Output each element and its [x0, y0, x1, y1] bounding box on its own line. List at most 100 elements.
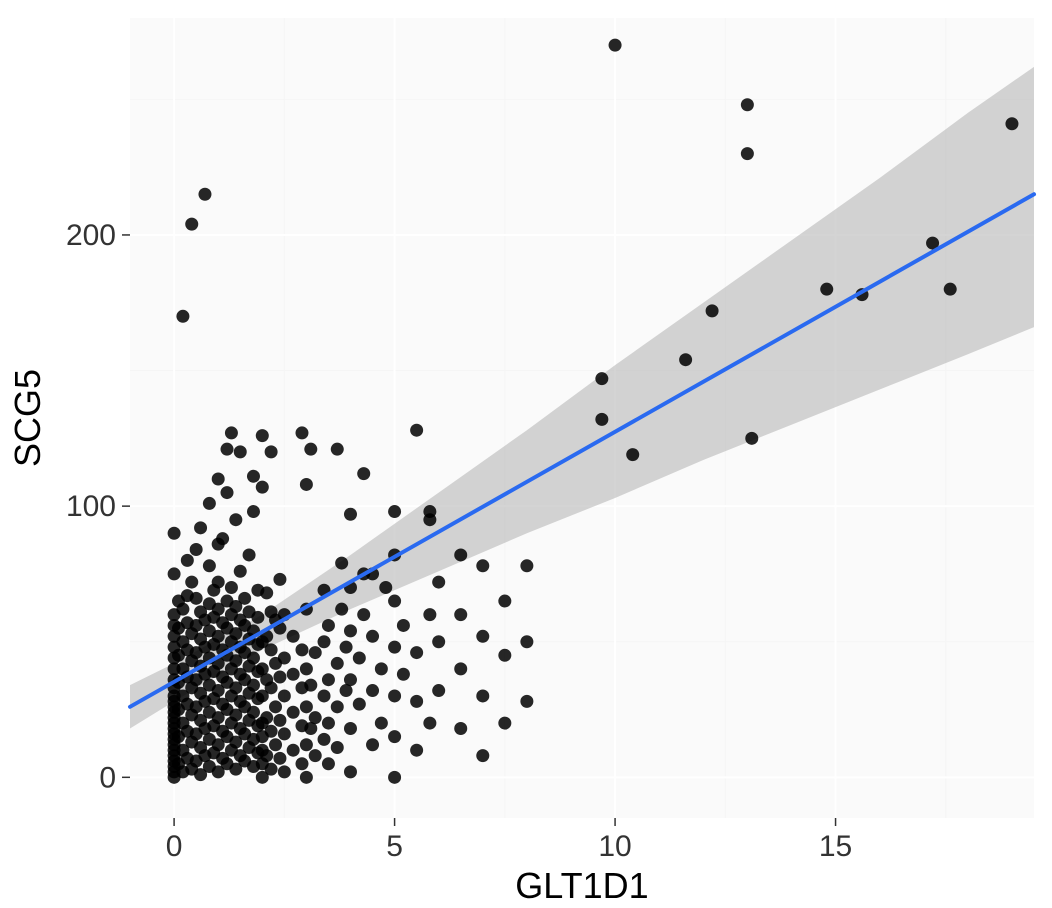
- data-point: [388, 595, 401, 608]
- data-point: [820, 283, 833, 296]
- data-point: [304, 679, 317, 692]
- data-point: [309, 711, 322, 724]
- data-point: [322, 757, 335, 770]
- data-point: [388, 689, 401, 702]
- data-point: [476, 559, 489, 572]
- data-point: [388, 641, 401, 654]
- data-point: [168, 567, 181, 580]
- scatter-chart: 051015 0100200 GLT1D1 SCG5: [0, 0, 1052, 908]
- data-point: [168, 527, 181, 540]
- data-point: [335, 557, 348, 570]
- data-point: [273, 573, 286, 586]
- x-axis-ticks: 051015: [166, 818, 852, 863]
- data-point: [269, 738, 282, 751]
- data-point: [247, 706, 260, 719]
- data-point: [366, 684, 379, 697]
- data-point: [454, 548, 467, 561]
- data-point: [251, 611, 264, 624]
- data-point: [198, 188, 211, 201]
- data-point: [225, 426, 238, 439]
- data-point: [741, 147, 754, 160]
- data-point: [287, 630, 300, 643]
- data-point: [944, 283, 957, 296]
- data-point: [295, 757, 308, 770]
- data-point: [265, 445, 278, 458]
- x-tick-label: 15: [819, 830, 852, 863]
- data-point: [745, 432, 758, 445]
- data-point: [344, 673, 357, 686]
- data-point: [225, 581, 238, 594]
- data-point: [300, 771, 313, 784]
- data-point: [331, 443, 344, 456]
- data-point: [595, 413, 608, 426]
- data-point: [278, 765, 291, 778]
- data-point: [287, 706, 300, 719]
- data-point: [243, 548, 256, 561]
- data-point: [295, 643, 308, 656]
- data-point: [278, 727, 291, 740]
- data-point: [609, 39, 622, 52]
- data-point: [432, 576, 445, 589]
- data-point: [498, 649, 511, 662]
- data-point: [265, 725, 278, 738]
- data-point: [221, 443, 234, 456]
- data-point: [410, 646, 423, 659]
- y-axis-ticks: 0100200: [66, 219, 130, 794]
- data-point: [287, 668, 300, 681]
- data-point: [454, 662, 467, 675]
- data-point: [388, 730, 401, 743]
- data-point: [344, 508, 357, 521]
- data-point: [216, 532, 229, 545]
- data-point: [520, 635, 533, 648]
- data-point: [344, 722, 357, 735]
- data-point: [397, 619, 410, 632]
- data-point: [432, 684, 445, 697]
- data-point: [331, 700, 344, 713]
- data-point: [410, 424, 423, 437]
- data-point: [626, 448, 639, 461]
- data-point: [322, 673, 335, 686]
- data-point: [278, 689, 291, 702]
- data-point: [454, 722, 467, 735]
- data-point: [423, 717, 436, 730]
- data-point: [309, 646, 322, 659]
- data-point: [300, 700, 313, 713]
- data-point: [375, 717, 388, 730]
- x-tick-label: 10: [598, 830, 631, 863]
- data-point: [309, 749, 322, 762]
- data-point: [260, 749, 273, 762]
- data-point: [295, 426, 308, 439]
- data-point: [366, 630, 379, 643]
- data-point: [1005, 117, 1018, 130]
- data-point: [423, 505, 436, 518]
- data-point: [476, 630, 489, 643]
- data-point: [229, 513, 242, 526]
- data-point: [300, 738, 313, 751]
- data-point: [388, 505, 401, 518]
- data-point: [269, 700, 282, 713]
- data-point: [379, 581, 392, 594]
- data-point: [706, 304, 719, 317]
- y-axis-label: SCG5: [7, 369, 48, 467]
- data-point: [287, 744, 300, 757]
- data-point: [335, 603, 348, 616]
- data-point: [256, 429, 269, 442]
- data-point: [212, 473, 225, 486]
- data-point: [679, 353, 692, 366]
- data-point: [247, 652, 260, 665]
- y-tick-label: 100: [66, 490, 116, 523]
- x-axis-label: GLT1D1: [515, 865, 648, 906]
- data-point: [520, 695, 533, 708]
- data-point: [366, 738, 379, 751]
- data-point: [221, 486, 234, 499]
- data-point: [344, 624, 357, 637]
- data-point: [410, 744, 423, 757]
- data-point: [388, 771, 401, 784]
- data-point: [476, 749, 489, 762]
- data-point: [595, 372, 608, 385]
- data-point: [331, 657, 344, 670]
- data-point: [234, 445, 247, 458]
- data-point: [353, 698, 366, 711]
- data-point: [410, 695, 423, 708]
- data-point: [194, 521, 207, 534]
